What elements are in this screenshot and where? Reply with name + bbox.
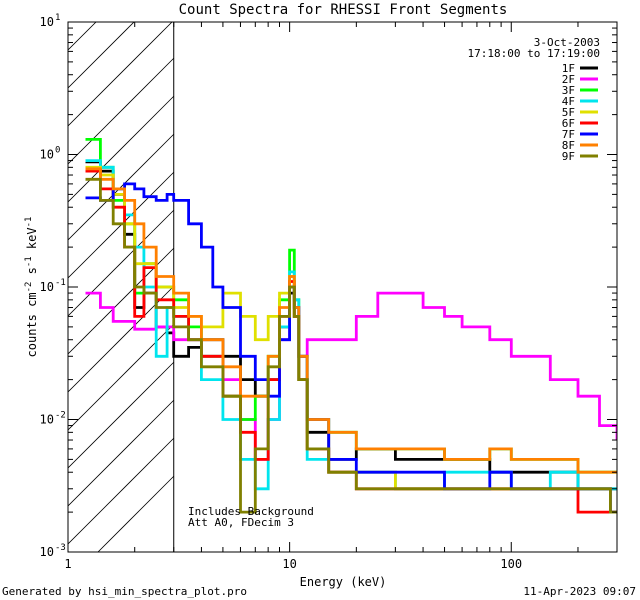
legend-label-7F: 7F <box>562 128 575 141</box>
legend-label-2F: 2F <box>562 73 575 86</box>
x-axis-label: Energy (keV) <box>300 575 387 589</box>
hatch-line <box>68 22 97 51</box>
x-tick-label: 100 <box>500 557 522 571</box>
series-line-8F <box>85 167 617 474</box>
hatch-line <box>68 57 175 165</box>
hatch-line <box>68 22 135 89</box>
hatch-line <box>68 437 175 545</box>
y-tick-exponent: -1 <box>55 278 66 288</box>
hatch-line <box>68 399 175 507</box>
hatch-line <box>68 133 175 241</box>
series-layer <box>85 138 617 514</box>
chart-title: Count Spectra for RHESSI Front Segments <box>179 2 508 18</box>
y-tick-label: 10 <box>40 15 54 29</box>
hatch-line <box>97 475 175 552</box>
y-tick-label: 10 <box>40 280 54 294</box>
x-tick-label: 10 <box>282 557 296 571</box>
hatch-line <box>68 95 175 203</box>
series-line-7F <box>85 182 617 514</box>
observation-date: 3-Oct-2003 <box>534 36 600 49</box>
hatch-line <box>68 323 175 431</box>
y-tick-label: 10 <box>40 545 54 559</box>
series-line-4F <box>85 159 617 491</box>
y-tick-label: 10 <box>40 413 54 427</box>
legend-label-8F: 8F <box>562 139 575 152</box>
annotation-attenuator: Att A0, FDecim 3 <box>188 516 294 529</box>
generated-by-footer: Generated by hsi_min_spectra_plot.pro <box>2 585 247 598</box>
annotation-background: Includes Background <box>188 505 314 518</box>
hatch-line <box>68 361 175 469</box>
y-axis-label: counts cm-2 s-1 keV-1 <box>24 217 39 358</box>
observation-time-range: 17:18:00 to 17:19:00 <box>468 47 600 60</box>
y-tick-exponent: -3 <box>55 543 66 553</box>
hatch-line <box>68 209 175 317</box>
legend-label-1F: 1F <box>562 62 575 75</box>
y-tick-exponent: 1 <box>55 13 60 23</box>
series-line-9F <box>85 177 617 514</box>
hatch-line <box>68 285 175 393</box>
y-tick-exponent: -2 <box>55 411 66 421</box>
excluded-region-hatch <box>68 0 175 552</box>
legend-label-9F: 9F <box>562 150 575 163</box>
y-tick-label: 10 <box>40 148 54 162</box>
series-line-3F <box>85 138 617 474</box>
legend-label-4F: 4F <box>562 95 575 108</box>
hatch-line <box>68 22 173 127</box>
timestamp-footer: 11-Apr-2023 09:07 <box>523 585 636 598</box>
hatch-line <box>68 0 174 12</box>
legend-label-3F: 3F <box>562 84 575 97</box>
series-line-1F <box>85 160 617 491</box>
x-tick-label: 1 <box>64 557 71 571</box>
legend-label-6F: 6F <box>562 117 575 130</box>
legend-label-5F: 5F <box>562 106 575 119</box>
y-tick-exponent: 0 <box>55 146 60 156</box>
series-line-6F <box>85 169 617 514</box>
